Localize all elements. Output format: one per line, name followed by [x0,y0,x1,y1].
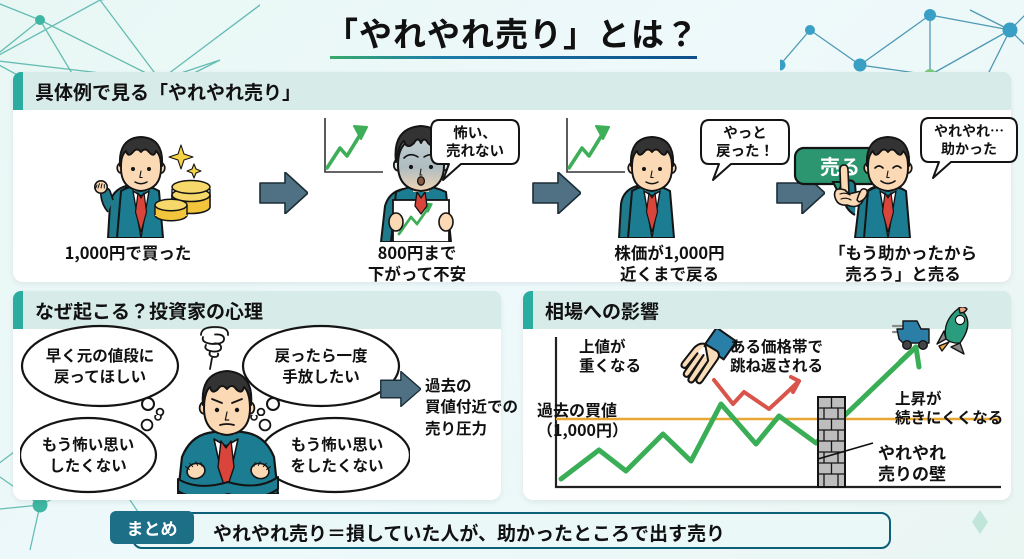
svg-text:売れない: 売れない [446,140,504,161]
svg-text:戻った！: 戻った！ [716,140,774,161]
svg-text:早く元の値段に: 早く元の値段に [46,344,155,366]
svg-text:もう怖い思い: もう怖い思い [42,433,135,455]
svg-text:助かった: 助かった [941,139,997,159]
svg-text:やれやれ…: やれやれ… [934,121,1004,141]
svg-text:をしたくない: をしたくない [290,454,383,476]
svg-text:戻ったら一度: 戻ったら一度 [274,344,368,366]
svg-text:もう怖い思い: もう怖い思い [291,433,384,455]
svg-text:したくない: したくない [49,454,127,476]
svg-text:戻ってほしい: 戻ってほしい [54,365,146,387]
svg-text:手放したい: 手放したい [282,365,360,387]
